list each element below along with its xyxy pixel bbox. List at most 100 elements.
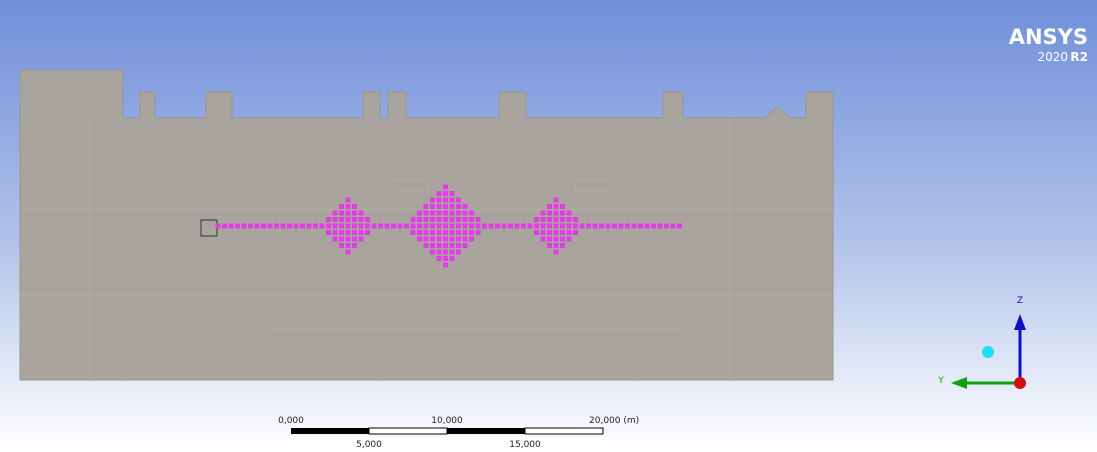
mesh-cell xyxy=(463,230,468,235)
mesh-cell xyxy=(456,224,461,229)
mesh-cell xyxy=(554,237,559,242)
mesh-cell xyxy=(606,224,611,229)
mesh-cell xyxy=(443,237,448,242)
mesh-cell xyxy=(482,224,487,229)
mesh-cell xyxy=(365,230,370,235)
mesh-cell xyxy=(424,204,429,209)
mesh-cell xyxy=(476,230,481,235)
mesh-cell xyxy=(528,224,533,229)
mesh-cell xyxy=(437,198,442,203)
mesh-cell xyxy=(437,211,442,216)
mesh-cell xyxy=(333,237,338,242)
mesh-cell xyxy=(567,230,572,235)
mesh-cell xyxy=(411,230,416,235)
mesh-cell xyxy=(274,224,279,229)
mesh-cell xyxy=(495,224,500,229)
mesh-cell xyxy=(560,237,565,242)
mesh-cell xyxy=(417,217,422,222)
mesh-cell xyxy=(541,211,546,216)
mesh-cell xyxy=(430,250,435,255)
mesh-cell xyxy=(554,250,559,255)
mesh-cell xyxy=(352,237,357,242)
mesh-cell xyxy=(456,204,461,209)
mesh-cell xyxy=(430,230,435,235)
scale-segment xyxy=(291,428,369,434)
mesh-cell xyxy=(313,224,318,229)
mesh-cell xyxy=(424,224,429,229)
mesh-cell xyxy=(443,198,448,203)
mesh-cell xyxy=(261,224,266,229)
mesh-cell xyxy=(619,224,624,229)
mesh-cell xyxy=(463,217,468,222)
mesh-cell xyxy=(547,211,552,216)
mesh-cell xyxy=(430,204,435,209)
mesh-cell xyxy=(450,243,455,248)
mesh-cell xyxy=(222,224,227,229)
mesh-cell xyxy=(424,230,429,235)
mesh-cell xyxy=(573,224,578,229)
mesh-cell xyxy=(346,243,351,248)
scale-segment xyxy=(369,428,447,434)
mesh-cell xyxy=(547,230,552,235)
logo-version: 2020 xyxy=(1037,50,1068,64)
mesh-cell xyxy=(339,230,344,235)
mesh-cell xyxy=(515,224,520,229)
mesh-cell xyxy=(612,224,617,229)
mesh-cell xyxy=(443,204,448,209)
mesh-cell xyxy=(320,224,325,229)
mesh-cell xyxy=(424,237,429,242)
mesh-cell xyxy=(469,224,474,229)
mesh-cell xyxy=(229,224,234,229)
mesh-cell xyxy=(346,230,351,235)
mesh-cell xyxy=(450,217,455,222)
mesh-cell xyxy=(300,224,305,229)
mesh-cell xyxy=(541,237,546,242)
mesh-cell xyxy=(333,224,338,229)
mesh-cell xyxy=(671,224,676,229)
mesh-cell xyxy=(404,224,409,229)
mesh-cell xyxy=(534,224,539,229)
mesh-cell xyxy=(437,217,442,222)
mesh-cell xyxy=(547,243,552,248)
scale-segment xyxy=(447,428,525,434)
scale-label: 10,000 xyxy=(431,416,463,426)
mesh-cell xyxy=(333,230,338,235)
mesh-cell xyxy=(339,204,344,209)
mesh-cell xyxy=(651,224,656,229)
mesh-cell xyxy=(287,224,292,229)
mesh-cell xyxy=(411,217,416,222)
mesh-cell xyxy=(417,211,422,216)
mesh-cell xyxy=(242,224,247,229)
mesh-cell xyxy=(443,191,448,196)
mesh-cell xyxy=(554,243,559,248)
mesh-cell xyxy=(469,217,474,222)
mesh-cell xyxy=(567,217,572,222)
mesh-cell xyxy=(294,224,299,229)
mesh-cell xyxy=(417,230,422,235)
mesh-cell xyxy=(456,217,461,222)
mesh-cell xyxy=(443,224,448,229)
mesh-cell xyxy=(573,230,578,235)
mesh-cell xyxy=(443,250,448,255)
mesh-cell xyxy=(430,243,435,248)
mesh-cell xyxy=(352,217,357,222)
mesh-cell xyxy=(333,217,338,222)
mesh-cell xyxy=(638,224,643,229)
mesh-cell xyxy=(450,230,455,235)
mesh-cell xyxy=(450,237,455,242)
mesh-cell xyxy=(430,224,435,229)
mesh-cell xyxy=(352,243,357,248)
mesh-cell xyxy=(567,211,572,216)
mesh-cell xyxy=(430,198,435,203)
mesh-cell xyxy=(560,224,565,229)
mesh-cell xyxy=(547,237,552,242)
mesh-cell xyxy=(326,224,331,229)
mesh-cell xyxy=(391,224,396,229)
page: ANSYS 2020 R2 0,000 10,000 20,000 (m) 5,… xyxy=(0,0,1097,452)
mesh-cell xyxy=(268,224,273,229)
mesh-cell xyxy=(554,204,559,209)
mesh-cell xyxy=(437,256,442,261)
mesh-cell xyxy=(437,204,442,209)
mesh-cell xyxy=(339,211,344,216)
y-label: Y xyxy=(937,376,944,386)
